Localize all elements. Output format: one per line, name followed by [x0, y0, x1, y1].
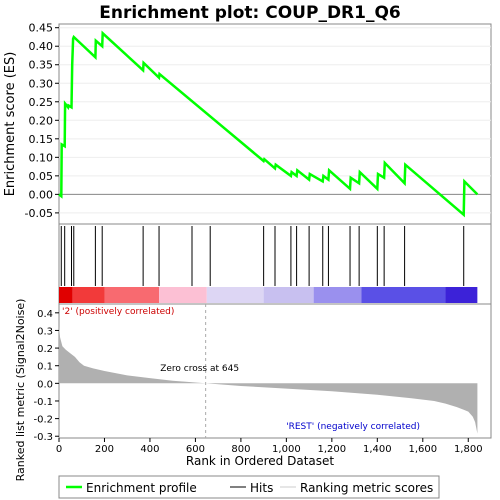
- top-y-tick-label: 0.20: [29, 114, 54, 127]
- bottom-y-tick-label: -0.1: [33, 397, 53, 408]
- top-panel-frame: [58, 23, 492, 225]
- bottom-panel-y-axis-label: Ranked list metric (Signal2Noise): [14, 299, 27, 482]
- top-panel-y-axis-label: Enrichment score (ES): [3, 52, 18, 197]
- x-tick-label: 1,200: [318, 444, 347, 455]
- enrichment-score-panel: 0.45 0.40 0.35 0.30 0.25 0.20 0.15 0.10 0.05 0.00…: [3, 22, 492, 225]
- heat-strip-segment: [159, 287, 207, 303]
- negative-correlation-label: 'REST' (negatively correlated): [286, 422, 420, 432]
- zero-cross-label: Zero cross at 645: [160, 364, 239, 374]
- ranking-metric-area: [59, 326, 478, 434]
- top-y-tick-label: -0.05: [25, 207, 53, 220]
- top-y-tick-label: 0.05: [29, 170, 54, 183]
- heat-strip-segment: [72, 287, 105, 303]
- legend-hits-label: Hits: [250, 481, 273, 495]
- top-y-tick-label: 0.35: [29, 59, 54, 72]
- enrichment-profile-line: [58, 30, 479, 218]
- bottom-y-tick-label: -0.2: [33, 415, 53, 426]
- heat-strip-segment: [313, 287, 362, 303]
- x-tick-label: 800: [231, 444, 250, 455]
- top-y-tick-label: 0.25: [29, 96, 54, 109]
- heat-strip-segment: [104, 287, 160, 303]
- legend-metric-label: Ranking metric scores: [300, 481, 433, 495]
- bottom-panel-frame: [58, 303, 492, 439]
- hit-lines: [60, 226, 465, 286]
- legend-frame: [58, 475, 440, 499]
- x-axis-ticks: 0 200 400 600 800 1,000 1,200 1,400 1,600 1,800: [56, 438, 483, 455]
- top-y-tick-label: 0.30: [29, 77, 54, 90]
- top-panel-y-ticks: 0.45 0.40 0.35 0.30 0.25 0.20 0.15 0.10 0.05 0.00…: [25, 22, 59, 220]
- x-tick-label: 400: [140, 444, 159, 455]
- positive-correlation-label: '2' (positively correlated): [62, 307, 174, 317]
- x-tick-label: 1,600: [408, 444, 437, 455]
- x-axis-label: Rank in Ordered Dataset: [186, 454, 334, 468]
- heat-strip-segment: [206, 287, 264, 303]
- bottom-y-tick-label: -0.3: [33, 432, 53, 443]
- chart-title: Enrichment plot: COUP_DR1_Q6: [99, 3, 401, 23]
- top-y-tick-label: 0.10: [29, 151, 54, 164]
- bottom-y-tick-label: 0.1: [37, 362, 53, 373]
- top-y-tick-label: 0.00: [29, 188, 54, 201]
- x-tick-label: 1,000: [272, 444, 301, 455]
- top-y-tick-label: 0.15: [29, 133, 54, 146]
- heat-strip-segment: [59, 287, 73, 303]
- x-tick-label: 1,400: [363, 444, 392, 455]
- bottom-y-tick-label: 0.0: [37, 379, 53, 390]
- x-tick-label: 600: [186, 444, 205, 455]
- ranked-metric-panel: Zero cross at 645 '2' (positively correl…: [14, 299, 492, 482]
- x-tick-label: 0: [56, 444, 62, 455]
- bottom-panel-y-ticks: 0.4 0.3 0.2 0.1 0.0 -0.1 -0.2 -0.3: [33, 309, 59, 443]
- x-tick-label: 1,800: [454, 444, 483, 455]
- top-y-tick-label: 0.45: [29, 22, 54, 35]
- hits-panel: [58, 223, 492, 305]
- bottom-y-tick-label: 0.4: [37, 309, 53, 320]
- ranked-list-color-strip: [59, 287, 478, 303]
- bottom-y-tick-label: 0.3: [37, 326, 53, 337]
- x-tick-label: 200: [95, 444, 114, 455]
- bottom-y-tick-label: 0.2: [37, 344, 53, 355]
- heat-strip-segment: [263, 287, 314, 303]
- heat-strip-segment: [445, 287, 478, 303]
- legend-profile-label: Enrichment profile: [86, 481, 197, 495]
- heat-strip-segment: [361, 287, 446, 303]
- legend: Enrichment profile Hits Ranking metric s…: [58, 475, 440, 499]
- top-y-tick-label: 0.40: [29, 40, 54, 53]
